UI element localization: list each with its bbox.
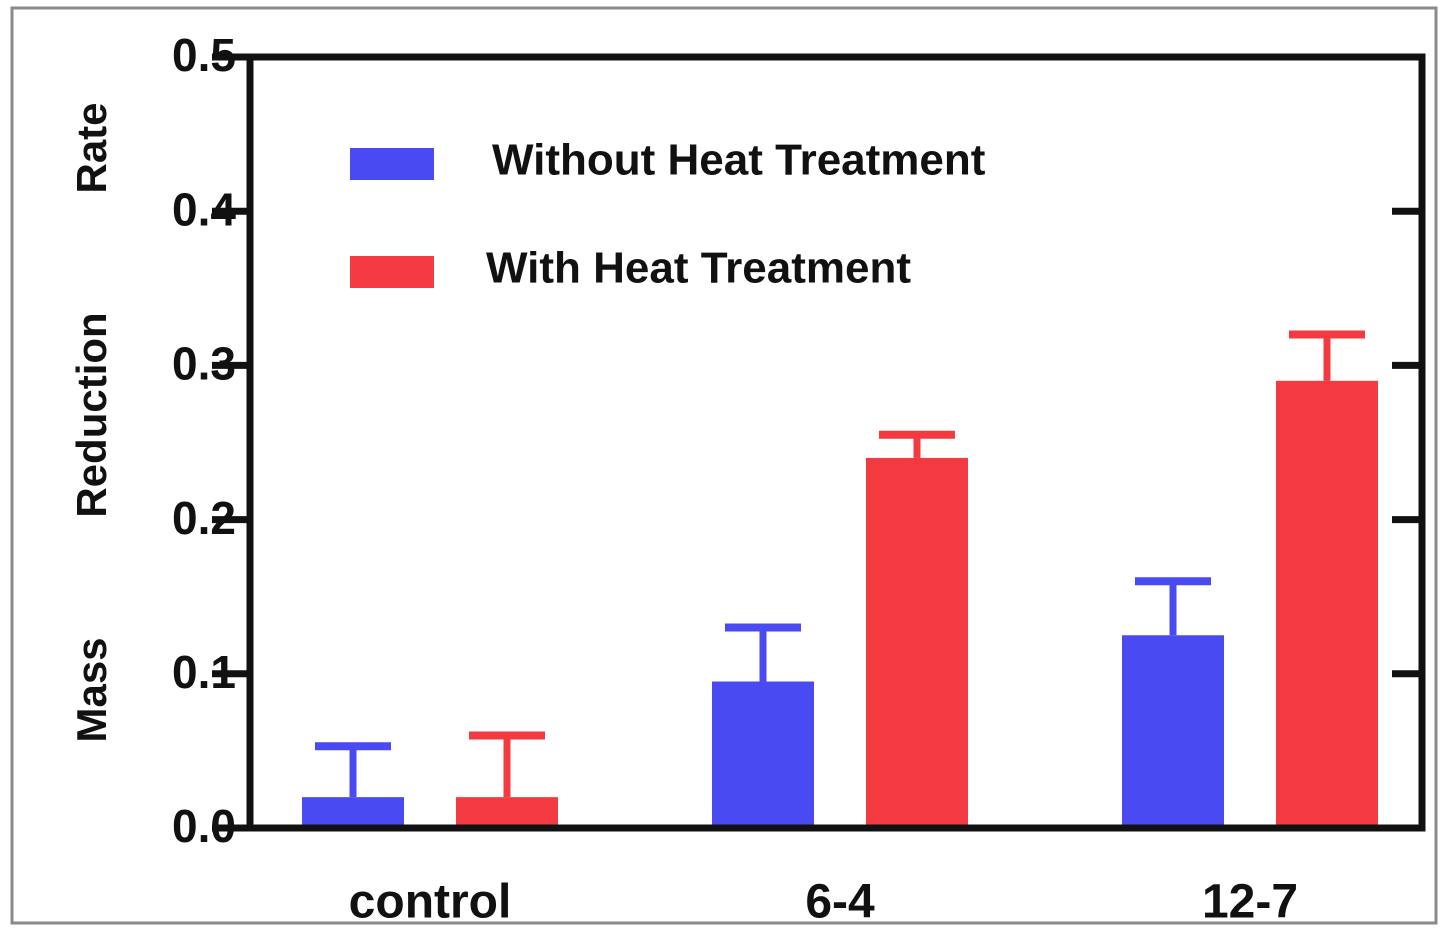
y-tick-label-0.3: 0.3 [172,338,236,390]
bar-with-heat-control [456,797,558,828]
bar-with-heat-6-4 [866,457,968,828]
y-tick-label-0.2: 0.2 [172,492,236,544]
y-tick-label-0.5: 0.5 [172,29,236,81]
x-tick-label-12-7: 12-7 [1202,876,1298,927]
bar-with-heat-12-7 [1276,380,1378,828]
legend: Without Heat Treatment With Heat Treatme… [350,136,986,293]
figure-frame [10,6,1438,925]
bar-without-heat-12-7 [1122,635,1224,828]
legend-label-without-heat: Without Heat Treatment [492,136,986,185]
bars-layer [302,330,1378,828]
y-tick-label-0.4: 0.4 [172,183,236,235]
y-axis-label-rate: Rate [68,102,115,193]
bar-without-heat-control [302,797,404,828]
x-tick-label-6-4: 6-4 [805,876,875,927]
plot-frame [246,53,1426,832]
y-tick-label-0.1: 0.1 [172,646,236,698]
y-tick-label-0.0: 0.0 [172,800,236,852]
legend-label-with-heat: With Heat Treatment [486,244,911,293]
x-tick-label-control: control [349,876,512,927]
y-axis-title: Mass Reduction Rate [68,102,115,742]
legend-swatch-without-heat [350,148,434,180]
bar-without-heat-6-4 [712,681,814,828]
y-axis-label-mass: Mass [68,637,115,742]
y-axis-label-reduction: Reduction [68,312,115,517]
axes: control 6-4 12-7 0.0 0.1 0.2 0.3 0.4 0.5 [172,29,1426,929]
legend-swatch-with-heat [350,256,434,288]
